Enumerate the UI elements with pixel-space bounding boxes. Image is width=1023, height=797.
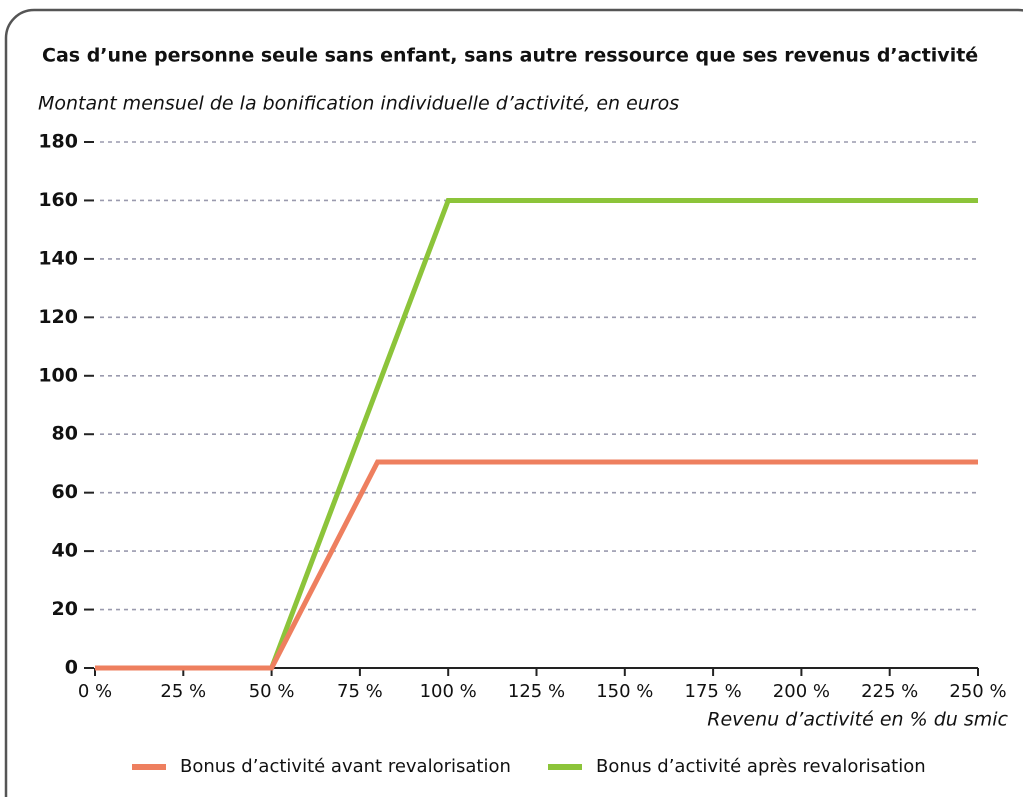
legend-label: Bonus d’activité après revalorisation bbox=[596, 756, 926, 777]
y-tick-label: 140 bbox=[38, 247, 78, 269]
y-tick-label: 20 bbox=[52, 598, 78, 620]
line-series bbox=[95, 459, 978, 671]
x-tick-label: 25 % bbox=[160, 681, 206, 702]
x-tick-label: 100 % bbox=[420, 681, 477, 702]
x-tick-label: 50 % bbox=[249, 681, 295, 702]
x-tick-label: 200 % bbox=[773, 681, 830, 702]
x-tick-label: 175 % bbox=[685, 681, 742, 702]
legend-label: Bonus d’activité avant revalorisation bbox=[180, 756, 511, 777]
y-tick-label: 80 bbox=[52, 423, 78, 445]
y-tick-label: 0 bbox=[65, 657, 78, 679]
x-axis-label: Revenu d’activité en % du smic bbox=[707, 709, 1008, 731]
y-tick-label: 120 bbox=[38, 306, 78, 328]
y-tick-label: 60 bbox=[52, 481, 78, 503]
x-tick-label: 225 % bbox=[861, 681, 918, 702]
chart-title: Cas d’une personne seule sans enfant, sa… bbox=[42, 45, 978, 67]
y-tick-label: 100 bbox=[38, 364, 78, 386]
x-tick-label: 125 % bbox=[508, 681, 565, 702]
y-tick-label: 180 bbox=[38, 131, 78, 153]
frame bbox=[4, 8, 1023, 797]
y-tick-label: 160 bbox=[38, 189, 78, 211]
y-tick-label: 40 bbox=[52, 540, 78, 562]
x-tick-label: 150 % bbox=[596, 681, 653, 702]
x-tick-label: 250 % bbox=[949, 681, 1006, 702]
x-tick-label: 0 % bbox=[78, 681, 112, 702]
chart-subtitle: Montant mensuel de la bonification indiv… bbox=[38, 93, 679, 115]
x-tick-label: 75 % bbox=[337, 681, 383, 702]
line-series bbox=[269, 197, 978, 669]
